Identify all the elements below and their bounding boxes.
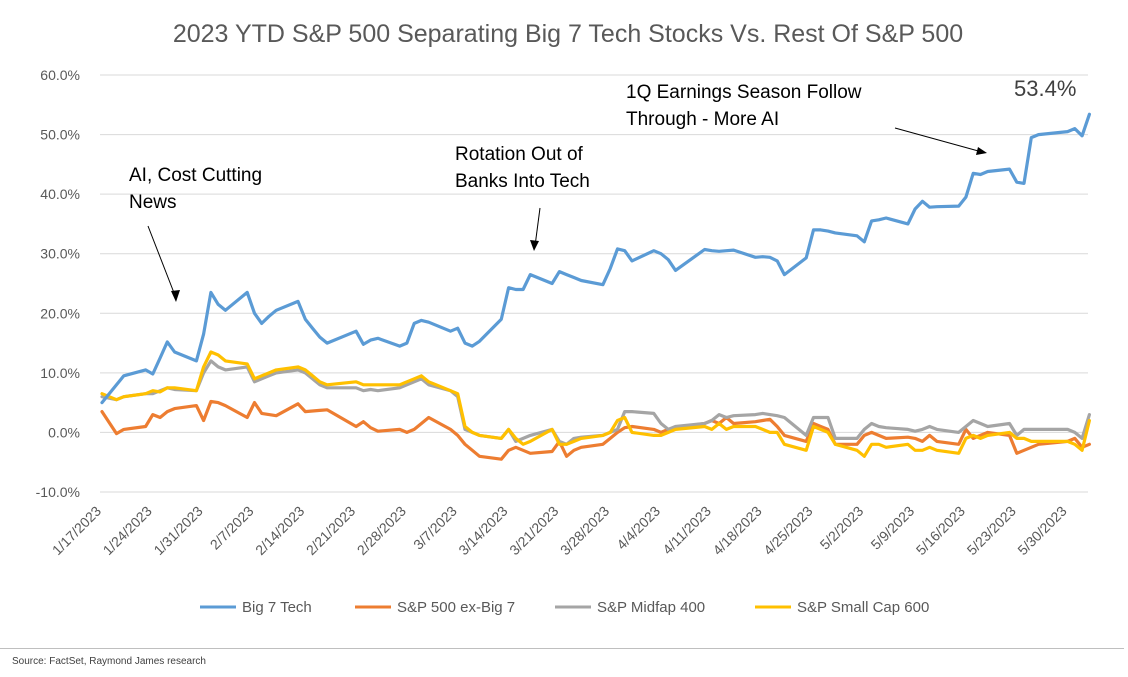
x-tick-label: 2/14/2023 <box>252 503 308 559</box>
x-tick-label: 5/30/2023 <box>1014 503 1070 559</box>
x-tick-label: 3/28/2023 <box>557 503 613 559</box>
y-tick-label: 0.0% <box>48 424 80 440</box>
legend: Big 7 Tech S&P 500 ex-Big 7 S&P Midfap 4… <box>200 599 929 616</box>
x-tick-label: 3/14/2023 <box>455 503 511 559</box>
legend-label-ex-big7: S&P 500 ex-Big 7 <box>397 599 515 616</box>
annotation-rotation-line1: Rotation Out of <box>455 144 584 165</box>
source-note: Source: FactSet, Raymond James research <box>12 656 206 667</box>
x-tick-label: 5/9/2023 <box>867 503 917 553</box>
x-tick-label: 1/24/2023 <box>100 503 156 559</box>
annotation-ai-line2: News <box>129 192 177 213</box>
y-tick-label: -10.0% <box>36 484 80 500</box>
series-line-big-7-tech <box>100 112 1092 405</box>
arrow-rotation-head <box>530 240 539 251</box>
y-tick-label: 30.0% <box>40 246 80 262</box>
annotation-ai-line1: AI, Cost Cutting <box>129 165 262 186</box>
annotation-1q-line1: 1Q Earnings Season Follow <box>626 82 862 103</box>
annotation-rotation-line2: Banks Into Tech <box>455 171 590 192</box>
y-tick-label: 20.0% <box>40 305 80 321</box>
y-tick-label: 60.0% <box>40 67 80 83</box>
arrow-1q-head <box>976 147 987 155</box>
x-tick-label: 5/2/2023 <box>817 503 867 553</box>
arrow-ai <box>147 225 177 299</box>
legend-label-midcap: S&P Midfap 400 <box>597 599 705 616</box>
arrow-1q <box>894 127 983 153</box>
x-tick-label: 2/7/2023 <box>207 503 257 553</box>
grid-lines <box>100 74 1088 493</box>
y-axis-ticks: -10.0% 0.0% 10.0% 20.0% 30.0% 40.0% 50.0% 60.0% <box>36 67 80 500</box>
footer-divider <box>0 648 1124 649</box>
x-tick-label: 2/21/2023 <box>303 503 359 559</box>
series-lines <box>100 112 1092 461</box>
x-tick-label: 4/4/2023 <box>613 503 663 553</box>
y-tick-label: 50.0% <box>40 127 80 143</box>
x-tick-label: 5/16/2023 <box>913 503 969 559</box>
arrow-rotation <box>534 207 541 247</box>
arrow-ai-head <box>171 290 180 302</box>
annotations: AI, Cost Cutting News Rotation Out of Ba… <box>129 76 1076 302</box>
x-tick-label: 4/25/2023 <box>760 503 816 559</box>
x-tick-label: 1/31/2023 <box>150 503 206 559</box>
x-tick-label: 1/17/2023 <box>49 503 105 559</box>
annotation-final-value: 53.4% <box>1014 76 1076 101</box>
x-tick-label: 3/7/2023 <box>410 503 460 553</box>
legend-label-smallcap: S&P Small Cap 600 <box>797 599 929 616</box>
x-tick-label: 4/11/2023 <box>659 503 714 558</box>
chart-title: 2023 YTD S&P 500 Separating Big 7 Tech S… <box>173 20 963 48</box>
x-tick-label: 5/23/2023 <box>964 503 1020 559</box>
y-tick-label: 10.0% <box>40 365 80 381</box>
x-tick-label: 2/28/2023 <box>354 503 410 559</box>
x-tick-label: 3/21/2023 <box>506 503 562 559</box>
x-tick-label: 4/18/2023 <box>709 503 765 559</box>
series-line-s-p-500-ex-big-7 <box>100 399 1092 461</box>
legend-label-big7: Big 7 Tech <box>242 599 312 616</box>
annotation-1q-line2: Through - More AI <box>626 109 779 130</box>
series-line-s-p-small-cap-600 <box>100 350 1092 458</box>
y-tick-label: 40.0% <box>40 186 80 202</box>
